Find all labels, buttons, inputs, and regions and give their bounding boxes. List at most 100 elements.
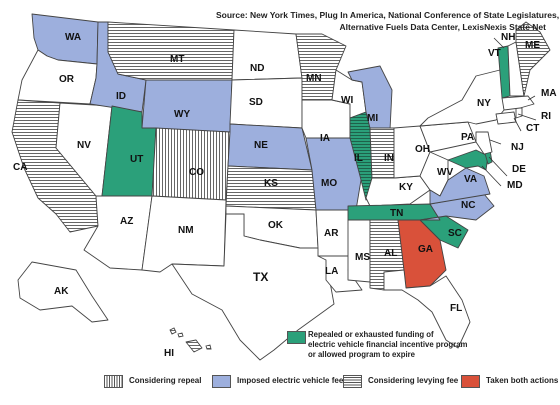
state-ak <box>17 261 109 323</box>
state-label-vt: VT <box>488 48 501 59</box>
source-note: Source: New York Times, Plug In America,… <box>216 9 560 33</box>
legend-label-taken-both: Taken both actions <box>486 376 559 385</box>
legend-item-taken-both: Taken both actions <box>461 374 558 388</box>
legend-swatch-taken-both <box>461 374 480 388</box>
state-ct <box>495 111 517 125</box>
state-label-sc: SC <box>448 228 462 239</box>
state-label-ks: KS <box>264 178 278 189</box>
leader-line <box>481 165 502 187</box>
state-label-la: LA <box>325 266 338 277</box>
state-label-nj: NJ <box>511 142 524 153</box>
legend-repealed-line-1: Repealed or exhausted funding of <box>308 330 434 339</box>
state-label-mo: MO <box>321 178 337 189</box>
state-ny <box>419 69 505 127</box>
state-label-fl: FL <box>450 303 462 314</box>
source-line-1: Source: New York Times, Plug In America,… <box>216 10 560 20</box>
state-label-ga: GA <box>418 244 433 255</box>
leader-line <box>513 117 522 132</box>
state-ma <box>501 95 535 111</box>
legend-swatch-considering-repeal <box>104 374 123 388</box>
state-nj <box>475 131 493 155</box>
leader-line <box>527 95 536 101</box>
state-label-wa: WA <box>65 32 81 43</box>
leader-line <box>488 156 508 177</box>
hawaii-island <box>205 344 212 350</box>
state-sd <box>229 77 303 129</box>
state-label-ct: CT <box>526 123 539 134</box>
state-label-mt: MT <box>170 54 184 65</box>
state-label-nh: NH <box>501 32 515 43</box>
state-label-ri: RI <box>541 111 551 122</box>
state-co <box>151 127 231 201</box>
legend-repealed-line-3: or allowed program to expire <box>308 350 416 359</box>
state-label-oh: OH <box>415 144 430 155</box>
state-label-ne: NE <box>254 140 268 151</box>
state-label-ok: OK <box>268 220 284 231</box>
state-label-nm: NM <box>178 225 194 236</box>
state-label-ny: NY <box>477 98 491 109</box>
state-label-md: MD <box>507 180 523 191</box>
state-hi <box>185 339 203 353</box>
state-label-ia: IA <box>320 133 330 144</box>
hawaii-island <box>177 332 184 338</box>
legend-swatch-imposed-fee <box>212 374 231 388</box>
state-tx <box>171 213 335 361</box>
state-label-nc: NC <box>461 200 475 211</box>
state-label-ar: AR <box>324 228 339 239</box>
state-label-ak: AK <box>54 286 69 297</box>
state-label-mi: MI <box>367 113 378 124</box>
legend-swatch-repealed <box>287 331 306 344</box>
legend-swatch-considering-levying <box>343 374 362 388</box>
state-label-wi: WI <box>341 95 353 106</box>
leader-line <box>493 37 505 49</box>
legend-item-considering-levying: Considering levying fee <box>343 374 458 388</box>
state-label-pa: PA <box>461 132 474 143</box>
state-wy <box>141 79 233 133</box>
state-label-hi: HI <box>164 348 174 359</box>
state-label-nv: NV <box>77 140 91 151</box>
legend-repealed-note: Repealed or exhausted funding of electri… <box>308 330 498 360</box>
legend-item-considering-repeal: Considering repeal <box>104 374 201 388</box>
legend-label-imposed-fee: Imposed electric vehicle fee <box>237 376 344 385</box>
state-label-ma: MA <box>541 88 557 99</box>
state-label-id: ID <box>116 91 126 102</box>
state-label-va: VA <box>464 174 477 185</box>
state-ne <box>227 123 313 171</box>
legend-label-considering-repeal: Considering repeal <box>129 376 202 385</box>
state-va <box>429 167 491 205</box>
state-label-ms: MS <box>355 252 370 263</box>
state-ms <box>347 219 371 283</box>
state-nc <box>419 193 495 221</box>
legend: Considering repeal Imposed electric vehi… <box>0 372 560 392</box>
state-label-or: OR <box>59 74 75 85</box>
leader-line <box>517 113 537 121</box>
hawaii-island <box>169 327 177 335</box>
state-label-il: IL <box>354 153 363 164</box>
state-label-ut: UT <box>130 154 143 165</box>
legend-label-considering-levying: Considering levying fee <box>368 376 459 385</box>
state-label-wv: WV <box>437 167 453 178</box>
state-label-ky: KY <box>399 182 413 193</box>
state-label-nd: ND <box>250 63 264 74</box>
state-nd <box>231 29 303 81</box>
state-label-de: DE <box>512 164 526 175</box>
state-me <box>515 21 551 97</box>
state-ky <box>365 175 431 207</box>
state-label-wy: WY <box>174 109 190 120</box>
legend-item-imposed-fee: Imposed electric vehicle fee <box>212 374 343 388</box>
state-label-mn: MN <box>306 73 322 84</box>
state-fl <box>383 269 471 349</box>
state-label-tx: TX <box>253 270 268 284</box>
state-ri <box>515 107 523 119</box>
state-label-in: IN <box>384 153 394 164</box>
state-label-sd: SD <box>249 97 263 108</box>
state-label-ca: CA <box>13 162 27 173</box>
legend-repealed-line-2: electric vehicle financial incentive pro… <box>308 340 468 349</box>
state-label-al: AL <box>384 248 397 259</box>
state-md <box>447 149 489 171</box>
state-label-tn: TN <box>390 208 403 219</box>
state-label-az: AZ <box>120 216 133 227</box>
leader-line <box>489 139 502 145</box>
state-label-co: CO <box>189 167 204 178</box>
